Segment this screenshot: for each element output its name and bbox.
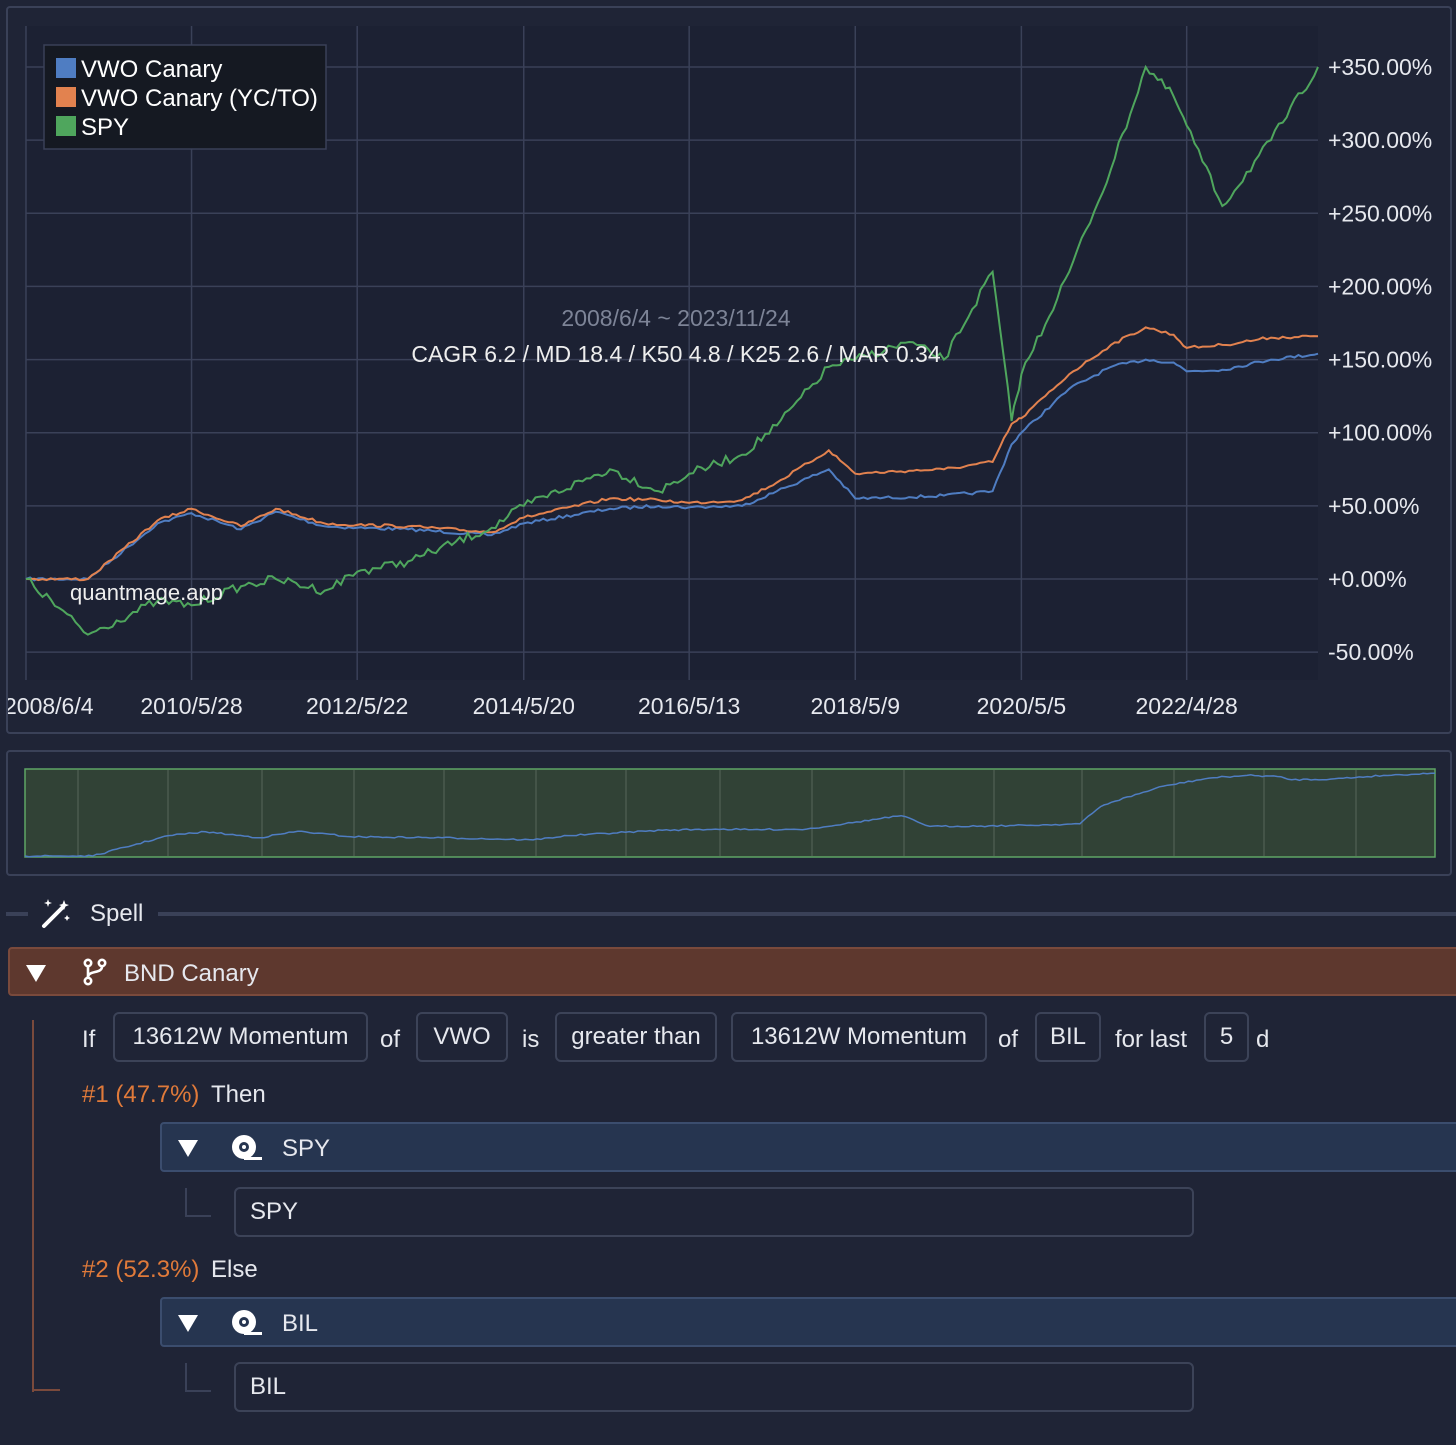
legend-swatch — [56, 116, 76, 136]
series-line-vwo-canary-yc-to- — [25, 326, 1319, 582]
for-last-label: for last — [1115, 1026, 1188, 1053]
condition-row: If 13612W Momentum of VWO is greater tha… — [0, 1012, 1456, 1064]
asset-icon — [232, 1135, 262, 1160]
navigator-series-line — [24, 772, 1435, 858]
if-label: If — [82, 1026, 96, 1053]
range-navigator[interactable] — [8, 752, 1450, 874]
else-label: Else — [211, 1256, 258, 1283]
tree-connector — [32, 1020, 34, 1392]
chart-stats: CAGR 6.2 / MD 18.4 / K50 4.8 / K25 2.6 /… — [411, 341, 940, 367]
indicator-select-1[interactable]: 13612W Momentum — [113, 1012, 368, 1062]
indicator-select-2[interactable]: 13612W Momentum — [731, 1012, 987, 1062]
tree-connector — [32, 1389, 60, 1391]
is-label: is — [522, 1026, 540, 1053]
y-tick-label: -50.00% — [1328, 639, 1414, 665]
series-line-vwo-canary — [25, 352, 1319, 582]
y-tick-label: +350.00% — [1328, 54, 1432, 80]
branch-title: BND Canary — [124, 960, 259, 987]
legend-swatch — [56, 87, 76, 107]
asset-header-bil[interactable]: BIL — [160, 1297, 1456, 1347]
performance-chart[interactable]: +350.00% +300.00% +250.00% +200.00% +150.00%… — [8, 8, 1450, 732]
chart-date-range: 2008/6/4 ~ 2023/11/24 — [561, 305, 790, 331]
series-line-spy — [25, 64, 1319, 636]
watermark: quantmage.app — [70, 580, 223, 605]
x-tick-label: 2008/6/4 — [8, 693, 94, 719]
y-tick-label: +300.00% — [1328, 127, 1432, 153]
case-label-1: #1 (47.7%) — [82, 1081, 200, 1108]
of-label: of — [380, 1026, 401, 1053]
of-label: of — [998, 1026, 1019, 1053]
x-tick-label: 2016/5/13 — [638, 693, 740, 719]
collapse-triangle-icon[interactable] — [26, 965, 46, 982]
tree-connector — [185, 1215, 211, 1217]
ticker-select-2[interactable]: BIL — [1035, 1012, 1101, 1062]
asset-header-label: BIL — [282, 1310, 319, 1337]
main-chart-panel: +350.00% +300.00% +250.00% +200.00% +150.00%… — [6, 6, 1452, 734]
collapse-triangle-icon[interactable] — [178, 1140, 198, 1157]
x-tick-label: 2014/5/20 — [473, 693, 575, 719]
divider — [158, 912, 1456, 916]
comparator-select[interactable]: greater than — [555, 1012, 717, 1062]
tree-connector — [185, 1188, 187, 1216]
navigator-panel — [6, 750, 1452, 876]
x-tick-label: 2020/5/5 — [977, 693, 1067, 719]
spell-label: Spell — [90, 900, 144, 927]
navigator-selection — [24, 768, 1436, 858]
asset-header-spy[interactable]: SPY — [160, 1122, 1456, 1172]
ticker-select-1[interactable]: VWO — [416, 1012, 508, 1062]
y-tick-label: +0.00% — [1328, 566, 1407, 592]
ticker-input-bil[interactable]: BIL — [234, 1362, 1194, 1412]
magic-wand-icon — [42, 899, 70, 928]
y-tick-label: +200.00% — [1328, 273, 1432, 299]
branch-header-bnd-canary[interactable]: BND Canary — [8, 947, 1456, 996]
legend-item: VWO Canary — [81, 56, 222, 83]
y-tick-label: +150.00% — [1328, 347, 1432, 373]
ticker-input-spy[interactable]: SPY — [234, 1187, 1194, 1237]
legend-box — [43, 44, 327, 150]
tree-connector — [185, 1363, 187, 1391]
y-tick-label: +100.00% — [1328, 420, 1432, 446]
case-label-2: #2 (52.3%) — [82, 1256, 200, 1283]
x-tick-label: 2018/5/9 — [811, 693, 901, 719]
x-tick-label: 2012/5/22 — [306, 693, 408, 719]
asset-icon — [232, 1310, 262, 1335]
days-input[interactable]: 5 — [1204, 1012, 1249, 1062]
legend-item: SPY — [81, 114, 129, 141]
collapse-triangle-icon[interactable] — [178, 1315, 198, 1332]
y-tick-label: +250.00% — [1328, 200, 1432, 226]
asset-header-label: SPY — [282, 1135, 331, 1162]
legend-item: VWO Canary (YC/TO) — [81, 85, 318, 112]
days-unit-label: d — [1256, 1026, 1270, 1053]
tree-connector — [185, 1390, 211, 1392]
spell-section-header: Spell — [0, 890, 1456, 936]
then-label: Then — [211, 1081, 266, 1108]
y-tick-label: +50.00% — [1328, 493, 1419, 519]
legend-swatch — [56, 58, 76, 78]
x-tick-label: 2010/5/28 — [140, 693, 242, 719]
git-branch-icon — [83, 958, 107, 986]
divider — [6, 912, 28, 916]
x-tick-label: 2022/4/28 — [1136, 693, 1238, 719]
